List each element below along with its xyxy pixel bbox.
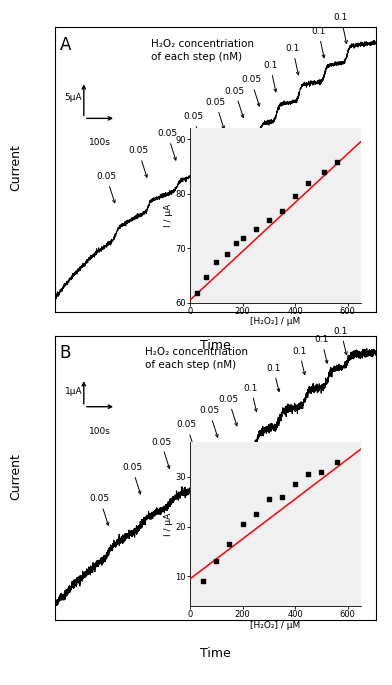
Text: Current: Current — [9, 453, 22, 499]
Text: H₂O₂ concentriation
of each step (nM): H₂O₂ concentriation of each step (nM) — [151, 39, 254, 62]
Point — [266, 494, 272, 505]
Point — [194, 288, 200, 299]
Text: Time: Time — [200, 647, 231, 660]
Text: 0.1: 0.1 — [334, 327, 348, 355]
Text: 0.05: 0.05 — [205, 98, 226, 129]
Point — [213, 256, 220, 267]
Point — [334, 156, 340, 167]
Text: 0.1: 0.1 — [266, 364, 281, 392]
Text: 0.1: 0.1 — [285, 44, 300, 75]
Point — [279, 491, 285, 502]
Text: 0.1: 0.1 — [314, 335, 329, 363]
Text: B: B — [60, 344, 71, 362]
Point — [226, 538, 232, 549]
Point — [292, 479, 298, 490]
Point — [240, 519, 246, 530]
Text: 0.05: 0.05 — [129, 147, 149, 177]
Point — [213, 556, 220, 567]
Point — [305, 177, 311, 188]
Text: 1μA: 1μA — [65, 386, 82, 395]
Point — [292, 191, 298, 202]
Text: 0.1: 0.1 — [292, 347, 307, 375]
Text: H₂O₂ concentriation
of each step (nM): H₂O₂ concentriation of each step (nM) — [145, 347, 248, 370]
Text: A: A — [60, 36, 71, 54]
Point — [334, 456, 340, 467]
Text: 5μA: 5μA — [65, 92, 82, 101]
Text: 0.05: 0.05 — [90, 495, 110, 525]
Point — [252, 508, 259, 519]
Text: 0.05: 0.05 — [225, 86, 245, 118]
Y-axis label: I / μA: I / μA — [163, 204, 172, 227]
Point — [321, 166, 327, 177]
Text: 0.05: 0.05 — [157, 129, 178, 160]
X-axis label: [H₂O₂] / μM: [H₂O₂] / μM — [250, 317, 301, 326]
Text: 0.1: 0.1 — [263, 61, 278, 92]
Point — [266, 214, 272, 225]
X-axis label: [H₂O₂] / μM: [H₂O₂] / μM — [250, 621, 301, 630]
Text: 0.05: 0.05 — [218, 395, 238, 426]
Point — [203, 271, 209, 282]
Y-axis label: I / μA: I / μA — [163, 512, 172, 536]
Text: 100s: 100s — [89, 138, 111, 147]
Text: 0.05: 0.05 — [177, 421, 197, 451]
Text: 0.05: 0.05 — [241, 75, 261, 106]
Point — [200, 576, 206, 587]
Text: 0.05: 0.05 — [183, 112, 203, 143]
Text: 0.1: 0.1 — [334, 13, 348, 44]
Text: 100s: 100s — [89, 427, 111, 436]
Text: 0.05: 0.05 — [96, 172, 116, 203]
Text: Current: Current — [9, 145, 22, 191]
Point — [318, 466, 325, 477]
Point — [233, 237, 239, 248]
Point — [224, 248, 230, 259]
Text: Time: Time — [200, 339, 231, 352]
Text: 0.05: 0.05 — [199, 406, 219, 437]
Point — [279, 206, 285, 216]
Text: 0.05: 0.05 — [122, 463, 142, 494]
Text: 0.1: 0.1 — [311, 27, 326, 58]
Text: 0.05: 0.05 — [151, 438, 171, 469]
Point — [305, 469, 311, 479]
Point — [252, 223, 259, 234]
Point — [240, 233, 246, 244]
Text: 0.1: 0.1 — [244, 384, 258, 412]
